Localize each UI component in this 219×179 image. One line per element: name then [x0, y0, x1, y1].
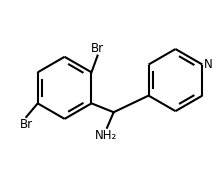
Text: Br: Br	[20, 117, 33, 130]
Text: NH₂: NH₂	[95, 129, 117, 142]
Text: Br: Br	[91, 42, 104, 55]
Text: N: N	[204, 58, 213, 71]
